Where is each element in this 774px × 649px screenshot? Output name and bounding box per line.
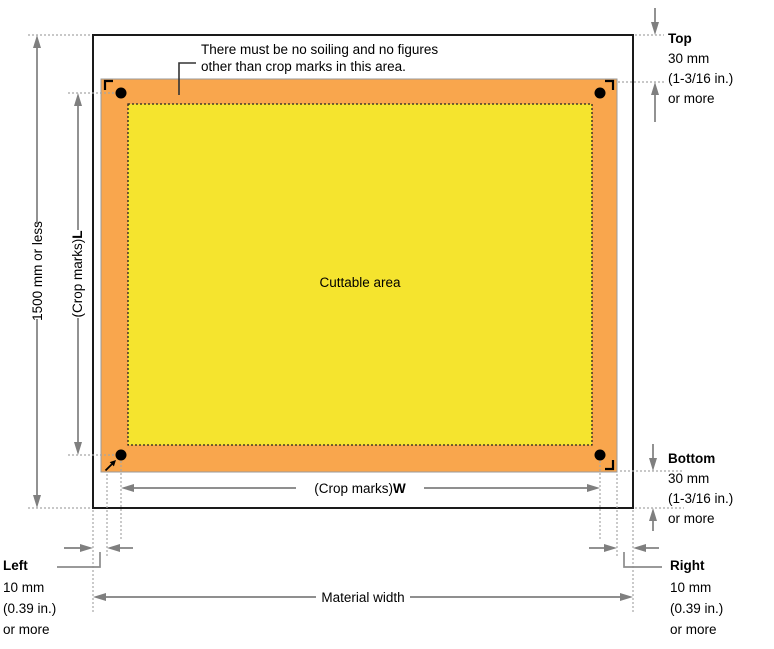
crop-mark-dot-bottom-left bbox=[115, 449, 127, 461]
crop-marks-l-label: (Crop marks)L bbox=[70, 230, 85, 317]
dimension-bottom-margin: Bottom 30 mm (1-3/16 in.) or more bbox=[649, 444, 733, 531]
material: Cuttable area bbox=[92, 34, 634, 509]
right-margin-inches: (0.39 in.) bbox=[670, 601, 723, 616]
callout-leader-line bbox=[178, 62, 196, 95]
left-margin-qualifier: or more bbox=[3, 622, 50, 637]
dimension-crop-marks-l: (Crop marks)L bbox=[70, 93, 85, 455]
crop-mark-bracket-top-right bbox=[605, 79, 615, 90]
top-margin-value: 30 mm bbox=[668, 51, 709, 66]
cuttable-area-label: Cuttable area bbox=[319, 275, 401, 290]
callout-line2: other than crop marks in this area. bbox=[201, 59, 406, 74]
dimension-left-margin: Left 10 mm (0.39 in.) or more bbox=[3, 544, 133, 637]
right-margin-qualifier: or more bbox=[670, 622, 717, 637]
left-margin-inches: (0.39 in.) bbox=[3, 601, 56, 616]
crop-mark-dot-top-right bbox=[594, 87, 606, 99]
right-margin-title: Right bbox=[670, 558, 705, 573]
dimension-top-margin: Top 30 mm (1-3/16 in.) or more bbox=[651, 8, 733, 122]
material-length-label: 1500 mm or less bbox=[30, 221, 45, 321]
crop-mark-bracket-top-left bbox=[103, 79, 113, 90]
top-margin-qualifier: or more bbox=[668, 91, 715, 106]
bottom-margin-value: 30 mm bbox=[668, 471, 709, 486]
crop-mark-bracket-bottom-right bbox=[605, 460, 615, 471]
top-margin-title: Top bbox=[668, 31, 692, 46]
crop-marks-w-label: (Crop marks)W bbox=[314, 481, 406, 496]
dimension-right-margin: Right 10 mm (0.39 in.) or more bbox=[589, 544, 723, 637]
cuttable-area bbox=[127, 103, 593, 446]
left-margin-title: Left bbox=[3, 558, 28, 573]
callout-note: There must be no soiling and no figures … bbox=[178, 42, 438, 95]
left-margin-leader-line bbox=[57, 552, 101, 568]
callout-line1: There must be no soiling and no figures bbox=[201, 42, 438, 57]
crop-mark-dot-bottom-right bbox=[594, 449, 606, 461]
material-width-label: Material width bbox=[321, 590, 404, 605]
dimension-material-width: Material width bbox=[93, 590, 633, 605]
dimension-material-length: 1500 mm or less bbox=[30, 35, 45, 508]
top-margin-inches: (1-3/16 in.) bbox=[668, 71, 733, 86]
bottom-margin-qualifier: or more bbox=[668, 511, 715, 526]
crop-marks bbox=[103, 79, 615, 472]
reference-lines bbox=[28, 34, 684, 612]
dimension-crop-marks-w: (Crop marks)W bbox=[121, 481, 600, 496]
right-margin-value: 10 mm bbox=[670, 580, 711, 595]
bottom-margin-title: Bottom bbox=[668, 451, 715, 466]
crop-mark-dot-top-left bbox=[115, 87, 127, 99]
origin-arrow-icon bbox=[104, 460, 116, 472]
bottom-margin-inches: (1-3/16 in.) bbox=[668, 491, 733, 506]
left-margin-value: 10 mm bbox=[3, 580, 44, 595]
right-margin-leader-line bbox=[623, 552, 662, 568]
